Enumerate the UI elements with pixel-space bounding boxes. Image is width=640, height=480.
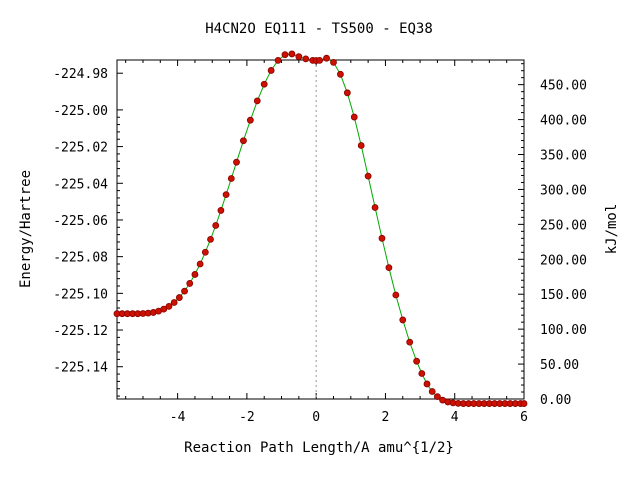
data-point-49 [406, 338, 414, 346]
data-point-17 [201, 248, 209, 256]
data-point-51 [418, 370, 426, 377]
y2-tick-label-3: 150.00 [540, 288, 587, 303]
data-point-36 [316, 56, 324, 64]
x-axis-label: Reaction Path Length/A amu^{1/2} [184, 440, 454, 456]
data-point-46 [385, 264, 393, 272]
data-point-43 [364, 172, 372, 180]
y-tick-label-2: -225.02 [53, 141, 108, 156]
y-tick-label-3: -225.04 [53, 177, 108, 192]
data-point-10 [165, 302, 173, 310]
data-point-53 [428, 388, 436, 395]
plot-frame [116, 59, 525, 400]
data-point-32 [295, 53, 303, 61]
x-tick-label-3: 2 [382, 410, 390, 425]
data-point-40 [343, 89, 351, 97]
data-point-30 [281, 51, 289, 59]
data-point-26 [253, 97, 261, 105]
data-point-13 [181, 287, 188, 295]
y2-axis-label: kJ/mol [604, 204, 620, 255]
data-point-52 [423, 380, 431, 388]
data-point-47 [392, 291, 400, 299]
data-point-18 [207, 236, 214, 243]
data-point-27 [260, 80, 268, 88]
y-tick-label-7: -225.12 [53, 324, 108, 339]
y-tick-label-6: -225.10 [53, 287, 108, 302]
y2-tick-label-7: 350.00 [540, 149, 587, 164]
x-tick-label-0: -4 [170, 410, 186, 425]
data-point-42 [357, 142, 365, 149]
data-point-14 [186, 280, 194, 287]
data-point-24 [240, 137, 247, 145]
data-point-50 [413, 357, 421, 365]
data-point-37 [323, 54, 330, 62]
series-line [117, 53, 524, 405]
y2-tick-label-0: 0.00 [540, 393, 571, 408]
y2-tick-label-1: 50.00 [540, 358, 579, 373]
data-point-16 [196, 260, 204, 268]
y-tick-label-1: -225.00 [53, 104, 108, 119]
y-tick-label-8: -225.14 [53, 361, 108, 376]
data-point-54 [434, 393, 441, 401]
data-point-25 [246, 116, 254, 124]
data-point-9 [160, 305, 168, 313]
data-point-38 [330, 58, 337, 66]
y2-tick-label-6: 300.00 [540, 183, 587, 198]
data-point-23 [233, 158, 240, 166]
y2-tick-label-8: 400.00 [540, 114, 587, 129]
data-point-39 [337, 70, 344, 78]
x-tick-label-5: 6 [520, 410, 528, 425]
data-point-29 [274, 56, 282, 64]
data-point-41 [350, 113, 358, 121]
x-tick-label-4: 4 [451, 410, 459, 425]
data-point-45 [378, 234, 386, 242]
data-point-21 [222, 191, 230, 199]
chart-title: H4CN2O EQ111 - TS500 - EQ38 [205, 21, 433, 37]
data-point-48 [399, 316, 407, 324]
data-point-44 [371, 204, 379, 211]
data-point-71 [520, 400, 528, 407]
data-point-15 [191, 271, 199, 278]
data-point-22 [227, 175, 235, 182]
plot-area: -4 -2 0 2 4 6 -224.98 -225.00 -225.02 -225.04 -225… [53, 50, 587, 425]
y2-tick-label-2: 100.00 [540, 323, 587, 338]
data-point-19 [212, 222, 220, 229]
y2-tick-label-4: 200.00 [540, 253, 587, 268]
y-tick-label-5: -225.08 [53, 251, 108, 266]
y-axis-label: Energy/Hartree [18, 170, 34, 288]
x-tick-label-2: 0 [312, 410, 320, 425]
x-tick-label-1: -2 [239, 410, 255, 425]
y-tick-label-0: -224.98 [53, 67, 108, 82]
y2-tick-label-5: 250.00 [540, 218, 587, 233]
data-point-11 [170, 299, 178, 306]
y-tick-label-4: -225.06 [53, 214, 108, 229]
data-point-28 [267, 67, 275, 74]
y2-tick-label-9: 450.00 [540, 79, 587, 94]
data-point-33 [302, 55, 310, 63]
data-point-12 [175, 294, 183, 301]
data-point-31 [288, 50, 296, 58]
data-point-20 [217, 207, 225, 214]
